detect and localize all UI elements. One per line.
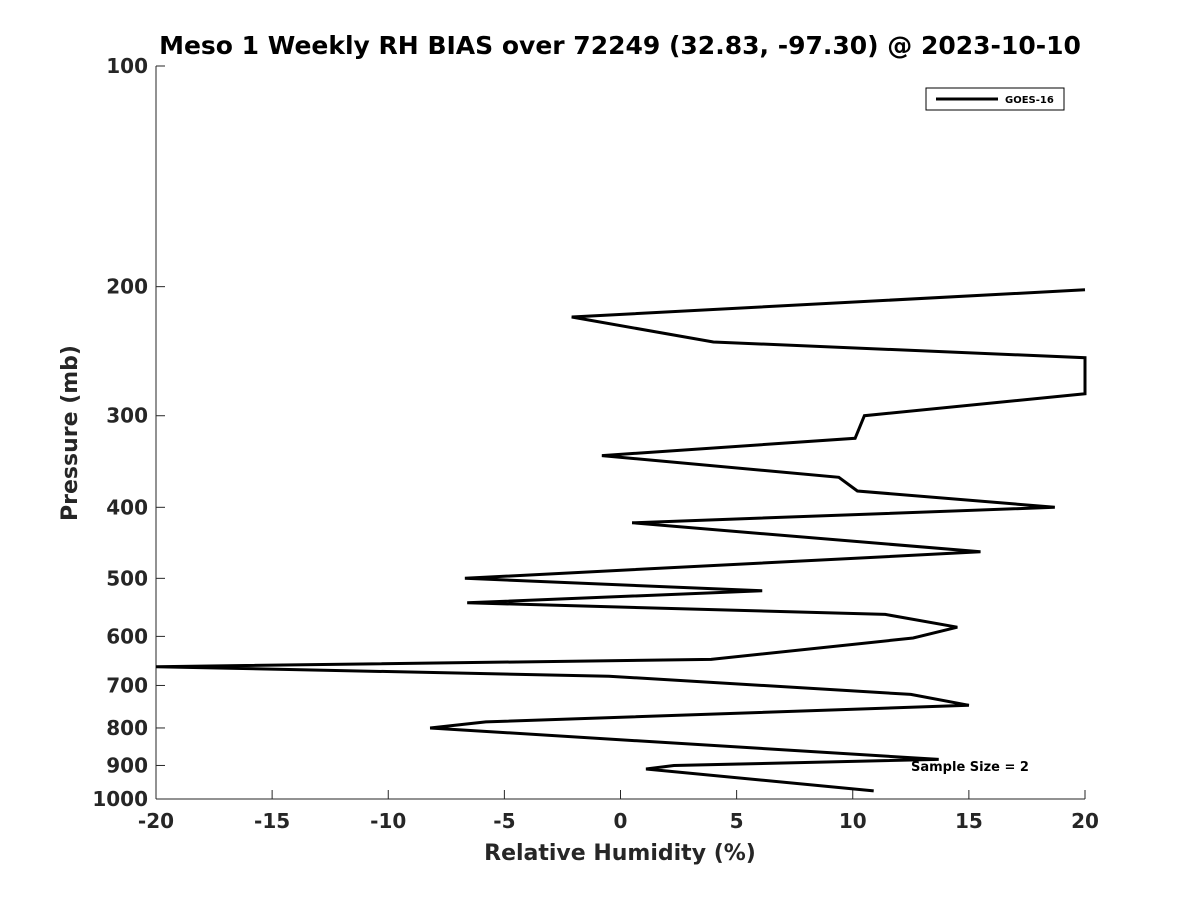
x-tick-label: 5 <box>730 809 744 833</box>
sample-size-annotation: Sample Size = 2 <box>911 760 1029 775</box>
x-axis-ticks: -20 -15 -10 -5 0 5 10 15 20 <box>138 790 1099 833</box>
y-axis-ticks: 100 200 300 400 500 600 700 800 900 1000 <box>92 54 165 811</box>
y-tick-label: 300 <box>106 404 148 428</box>
y-tick-label: 800 <box>106 716 148 740</box>
x-tick-label: 20 <box>1071 809 1099 833</box>
series-layer <box>155 288 1087 793</box>
y-axis-title: Pressure (mb) <box>58 345 83 521</box>
x-tick-label: -10 <box>370 809 406 833</box>
y-tick-label: 600 <box>106 624 148 648</box>
x-tick-label: -15 <box>254 809 290 833</box>
x-tick-label: 0 <box>614 809 628 833</box>
chart-title: Meso 1 Weekly RH BIAS over 72249 (32.83,… <box>159 31 1081 60</box>
y-tick-label: 500 <box>106 566 148 590</box>
x-axis-title: Relative Humidity (%) <box>484 841 756 866</box>
y-tick-label: 200 <box>106 275 148 299</box>
plot-area <box>156 66 1085 799</box>
x-tick-label: 10 <box>839 809 867 833</box>
series-line-goes-16 <box>155 288 1087 793</box>
x-tick-label: -20 <box>138 809 174 833</box>
y-tick-label: 400 <box>106 495 148 519</box>
x-tick-label: 15 <box>955 809 983 833</box>
y-tick-label: 1000 <box>92 787 148 811</box>
legend-label-goes-16: GOES-16 <box>1005 95 1054 106</box>
x-tick-label: -5 <box>493 809 515 833</box>
y-tick-label: 900 <box>106 753 148 777</box>
legend: GOES-16 <box>925 87 1065 111</box>
y-tick-label: 700 <box>106 673 148 697</box>
y-tick-label: 100 <box>106 54 148 78</box>
